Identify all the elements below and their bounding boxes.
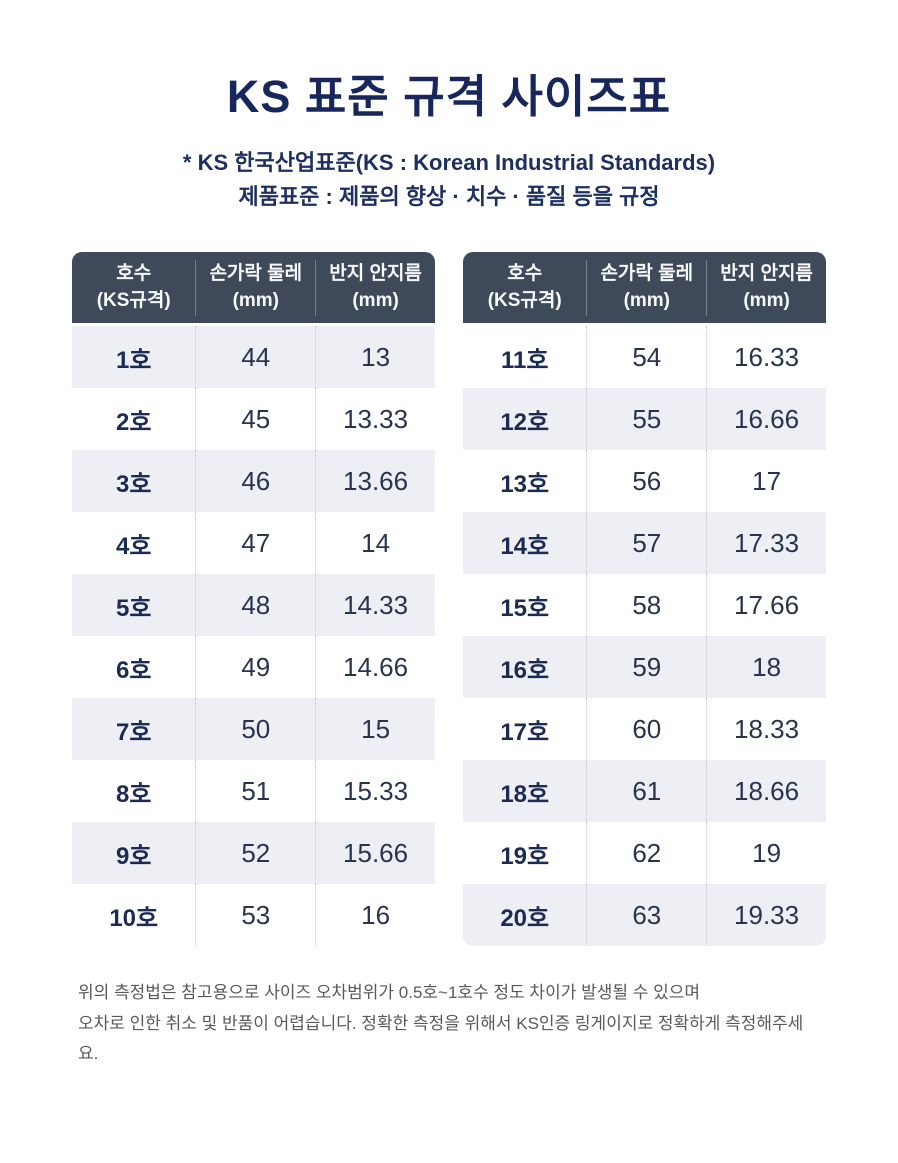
diameter-cell: 17.66 bbox=[706, 574, 826, 637]
size-cell: 10호 bbox=[109, 904, 159, 932]
size-cell: 19호 bbox=[500, 842, 550, 870]
size-cell: 16호 bbox=[500, 656, 550, 684]
size-table-1-to-10: 호수 (KS규격) 손가락 둘레 (mm) 반지 안지름 (mm) 1호 44 13 2호 45 13… bbox=[72, 252, 435, 947]
table-header-cell: 호수 (KS규격) bbox=[487, 263, 562, 311]
size-cell: 12호 bbox=[500, 408, 550, 436]
table-header-cell: 반지 안지름 (mm) bbox=[315, 259, 435, 316]
circumference-cell: 54 bbox=[586, 326, 706, 389]
diameter-cell: 17.33 bbox=[706, 512, 826, 575]
diameter-cell: 15 bbox=[315, 698, 435, 761]
table-row: 13호 56 17 bbox=[463, 450, 826, 513]
table-row: 10호 53 16 bbox=[72, 884, 435, 947]
circumference-cell: 56 bbox=[586, 450, 706, 513]
table-row: 5호 48 14.33 bbox=[72, 574, 435, 637]
diameter-cell: 18.33 bbox=[706, 698, 826, 761]
size-cell: 5호 bbox=[115, 594, 152, 622]
table-row: 11호 54 16.33 bbox=[463, 326, 826, 389]
table-row: 1호 44 13 bbox=[72, 326, 435, 389]
diameter-cell: 18.66 bbox=[706, 760, 826, 823]
diameter-cell: 15.66 bbox=[315, 822, 435, 885]
table-row: 16호 59 18 bbox=[463, 636, 826, 699]
size-cell: 4호 bbox=[115, 532, 152, 560]
subtitle-ks-standard: * KS 한국산업표준(KS : Korean Industrial Stand… bbox=[182, 150, 716, 175]
diameter-cell: 13.66 bbox=[315, 450, 435, 513]
ring-size-chart-page: KS 표준 규격 사이즈표 * KS 한국산업표준(KS : Korean In… bbox=[0, 70, 898, 1163]
table-row: 19호 62 19 bbox=[463, 822, 826, 885]
diameter-cell: 14.33 bbox=[315, 574, 435, 637]
table-header-row: 호수 (KS규격) 손가락 둘레 (mm) 반지 안지름 (mm) bbox=[463, 252, 826, 327]
diameter-cell: 16.66 bbox=[706, 388, 826, 451]
table-header-cell: 손가락 둘레 (mm) bbox=[195, 259, 315, 316]
table-row: 2호 45 13.33 bbox=[72, 388, 435, 451]
circumference-cell: 62 bbox=[586, 822, 706, 885]
table-row: 8호 51 15.33 bbox=[72, 760, 435, 823]
circumference-cell: 47 bbox=[195, 512, 315, 575]
table-header-cell: 손가락 둘레 (mm) bbox=[586, 259, 706, 316]
subtitle-product-standard: 제품표준 : 제품의 향상 · 치수 · 품질 등을 규정 bbox=[238, 184, 660, 210]
table-row: 15호 58 17.66 bbox=[463, 574, 826, 637]
diameter-cell: 19 bbox=[706, 822, 826, 885]
circumference-cell: 57 bbox=[586, 512, 706, 575]
page-title: KS 표준 규격 사이즈표 bbox=[226, 71, 672, 122]
circumference-cell: 51 bbox=[195, 760, 315, 823]
table-row: 4호 47 14 bbox=[72, 512, 435, 575]
circumference-cell: 60 bbox=[586, 698, 706, 761]
size-cell: 15호 bbox=[500, 594, 550, 622]
circumference-cell: 59 bbox=[586, 636, 706, 699]
size-cell: 2호 bbox=[115, 408, 152, 436]
diameter-cell: 16 bbox=[315, 884, 435, 947]
circumference-cell: 46 bbox=[195, 450, 315, 513]
table-header-cell: 호수 (KS규격) bbox=[96, 263, 171, 311]
diameter-cell: 16.33 bbox=[706, 326, 826, 389]
diameter-cell: 19.33 bbox=[706, 884, 826, 947]
circumference-cell: 53 bbox=[195, 884, 315, 947]
circumference-cell: 44 bbox=[195, 326, 315, 389]
size-cell: 13호 bbox=[500, 470, 550, 498]
size-cell: 20호 bbox=[500, 904, 550, 932]
diameter-cell: 18 bbox=[706, 636, 826, 699]
footnote-line-2: 오차로 인한 취소 및 반품이 어렵습니다. 정확한 측정을 위해서 KS인증 … bbox=[78, 1013, 804, 1064]
circumference-cell: 48 bbox=[195, 574, 315, 637]
diameter-cell: 14.66 bbox=[315, 636, 435, 699]
size-cell: 6호 bbox=[115, 656, 152, 684]
circumference-cell: 45 bbox=[195, 388, 315, 451]
footnote-line-1: 위의 측정법은 참고용으로 사이즈 오차범위가 0.5호~1호수 정도 차이가 … bbox=[78, 983, 701, 1003]
circumference-cell: 52 bbox=[195, 822, 315, 885]
table-row: 9호 52 15.66 bbox=[72, 822, 435, 885]
circumference-cell: 58 bbox=[586, 574, 706, 637]
circumference-cell: 61 bbox=[586, 760, 706, 823]
table-header-row: 호수 (KS규격) 손가락 둘레 (mm) 반지 안지름 (mm) bbox=[72, 252, 435, 327]
diameter-cell: 15.33 bbox=[315, 760, 435, 823]
diameter-cell: 14 bbox=[315, 512, 435, 575]
size-cell: 17호 bbox=[500, 718, 550, 746]
size-cell: 9호 bbox=[115, 842, 152, 870]
size-cell: 3호 bbox=[115, 470, 152, 498]
footnote: 위의 측정법은 참고용으로 사이즈 오차범위가 0.5호~1호수 정도 차이가 … bbox=[0, 978, 898, 1070]
circumference-cell: 63 bbox=[586, 884, 706, 947]
size-table-11-to-20: 호수 (KS규격) 손가락 둘레 (mm) 반지 안지름 (mm) 11호 54 16.33 12… bbox=[463, 252, 826, 947]
table-row: 6호 49 14.66 bbox=[72, 636, 435, 699]
table-row: 7호 50 15 bbox=[72, 698, 435, 761]
diameter-cell: 17 bbox=[706, 450, 826, 513]
size-tables-container: 호수 (KS규격) 손가락 둘레 (mm) 반지 안지름 (mm) 1호 44 13 2호 45 13… bbox=[0, 252, 898, 947]
size-cell: 1호 bbox=[115, 346, 152, 374]
size-cell: 8호 bbox=[115, 780, 152, 808]
size-cell: 11호 bbox=[500, 346, 549, 374]
table-row: 18호 61 18.66 bbox=[463, 760, 826, 823]
circumference-cell: 50 bbox=[195, 698, 315, 761]
table-row: 20호 63 19.33 bbox=[463, 884, 826, 947]
table-row: 14호 57 17.33 bbox=[463, 512, 826, 575]
size-cell: 14호 bbox=[500, 532, 550, 560]
circumference-cell: 55 bbox=[586, 388, 706, 451]
diameter-cell: 13 bbox=[315, 326, 435, 389]
table-row: 12호 55 16.66 bbox=[463, 388, 826, 451]
size-cell: 7호 bbox=[115, 718, 152, 746]
size-cell: 18호 bbox=[500, 780, 550, 808]
table-header-cell: 반지 안지름 (mm) bbox=[706, 259, 826, 316]
circumference-cell: 49 bbox=[195, 636, 315, 699]
table-row: 3호 46 13.66 bbox=[72, 450, 435, 513]
table-row: 17호 60 18.33 bbox=[463, 698, 826, 761]
diameter-cell: 13.33 bbox=[315, 388, 435, 451]
